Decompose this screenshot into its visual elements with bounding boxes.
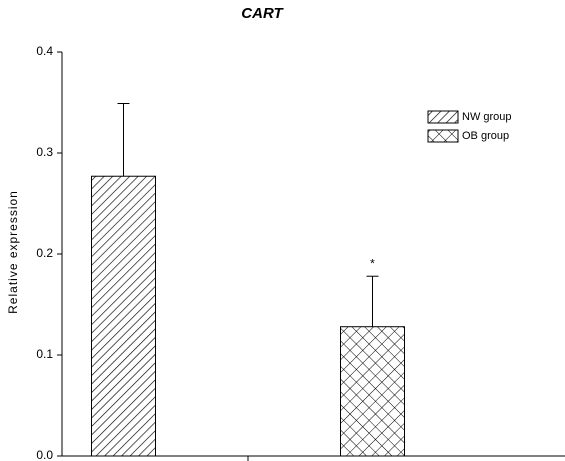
- y-tick-label: 0.2: [36, 246, 53, 260]
- y-axis-label: Relative expression: [6, 190, 20, 314]
- annotation: *: [370, 256, 375, 270]
- chart-title: CART: [241, 5, 284, 22]
- y-tick-label: 0.1: [36, 347, 53, 361]
- legend-swatch: [427, 129, 459, 143]
- legend-label: NW group: [462, 111, 512, 123]
- y-tick-label: 0.3: [36, 145, 53, 159]
- y-tick-label: 0.0: [36, 448, 53, 461]
- legend-label: OB group: [462, 130, 509, 142]
- y-tick-label: 0.4: [36, 44, 53, 58]
- bar: [340, 326, 405, 457]
- legend-swatch: [427, 110, 459, 124]
- bar: [91, 175, 156, 457]
